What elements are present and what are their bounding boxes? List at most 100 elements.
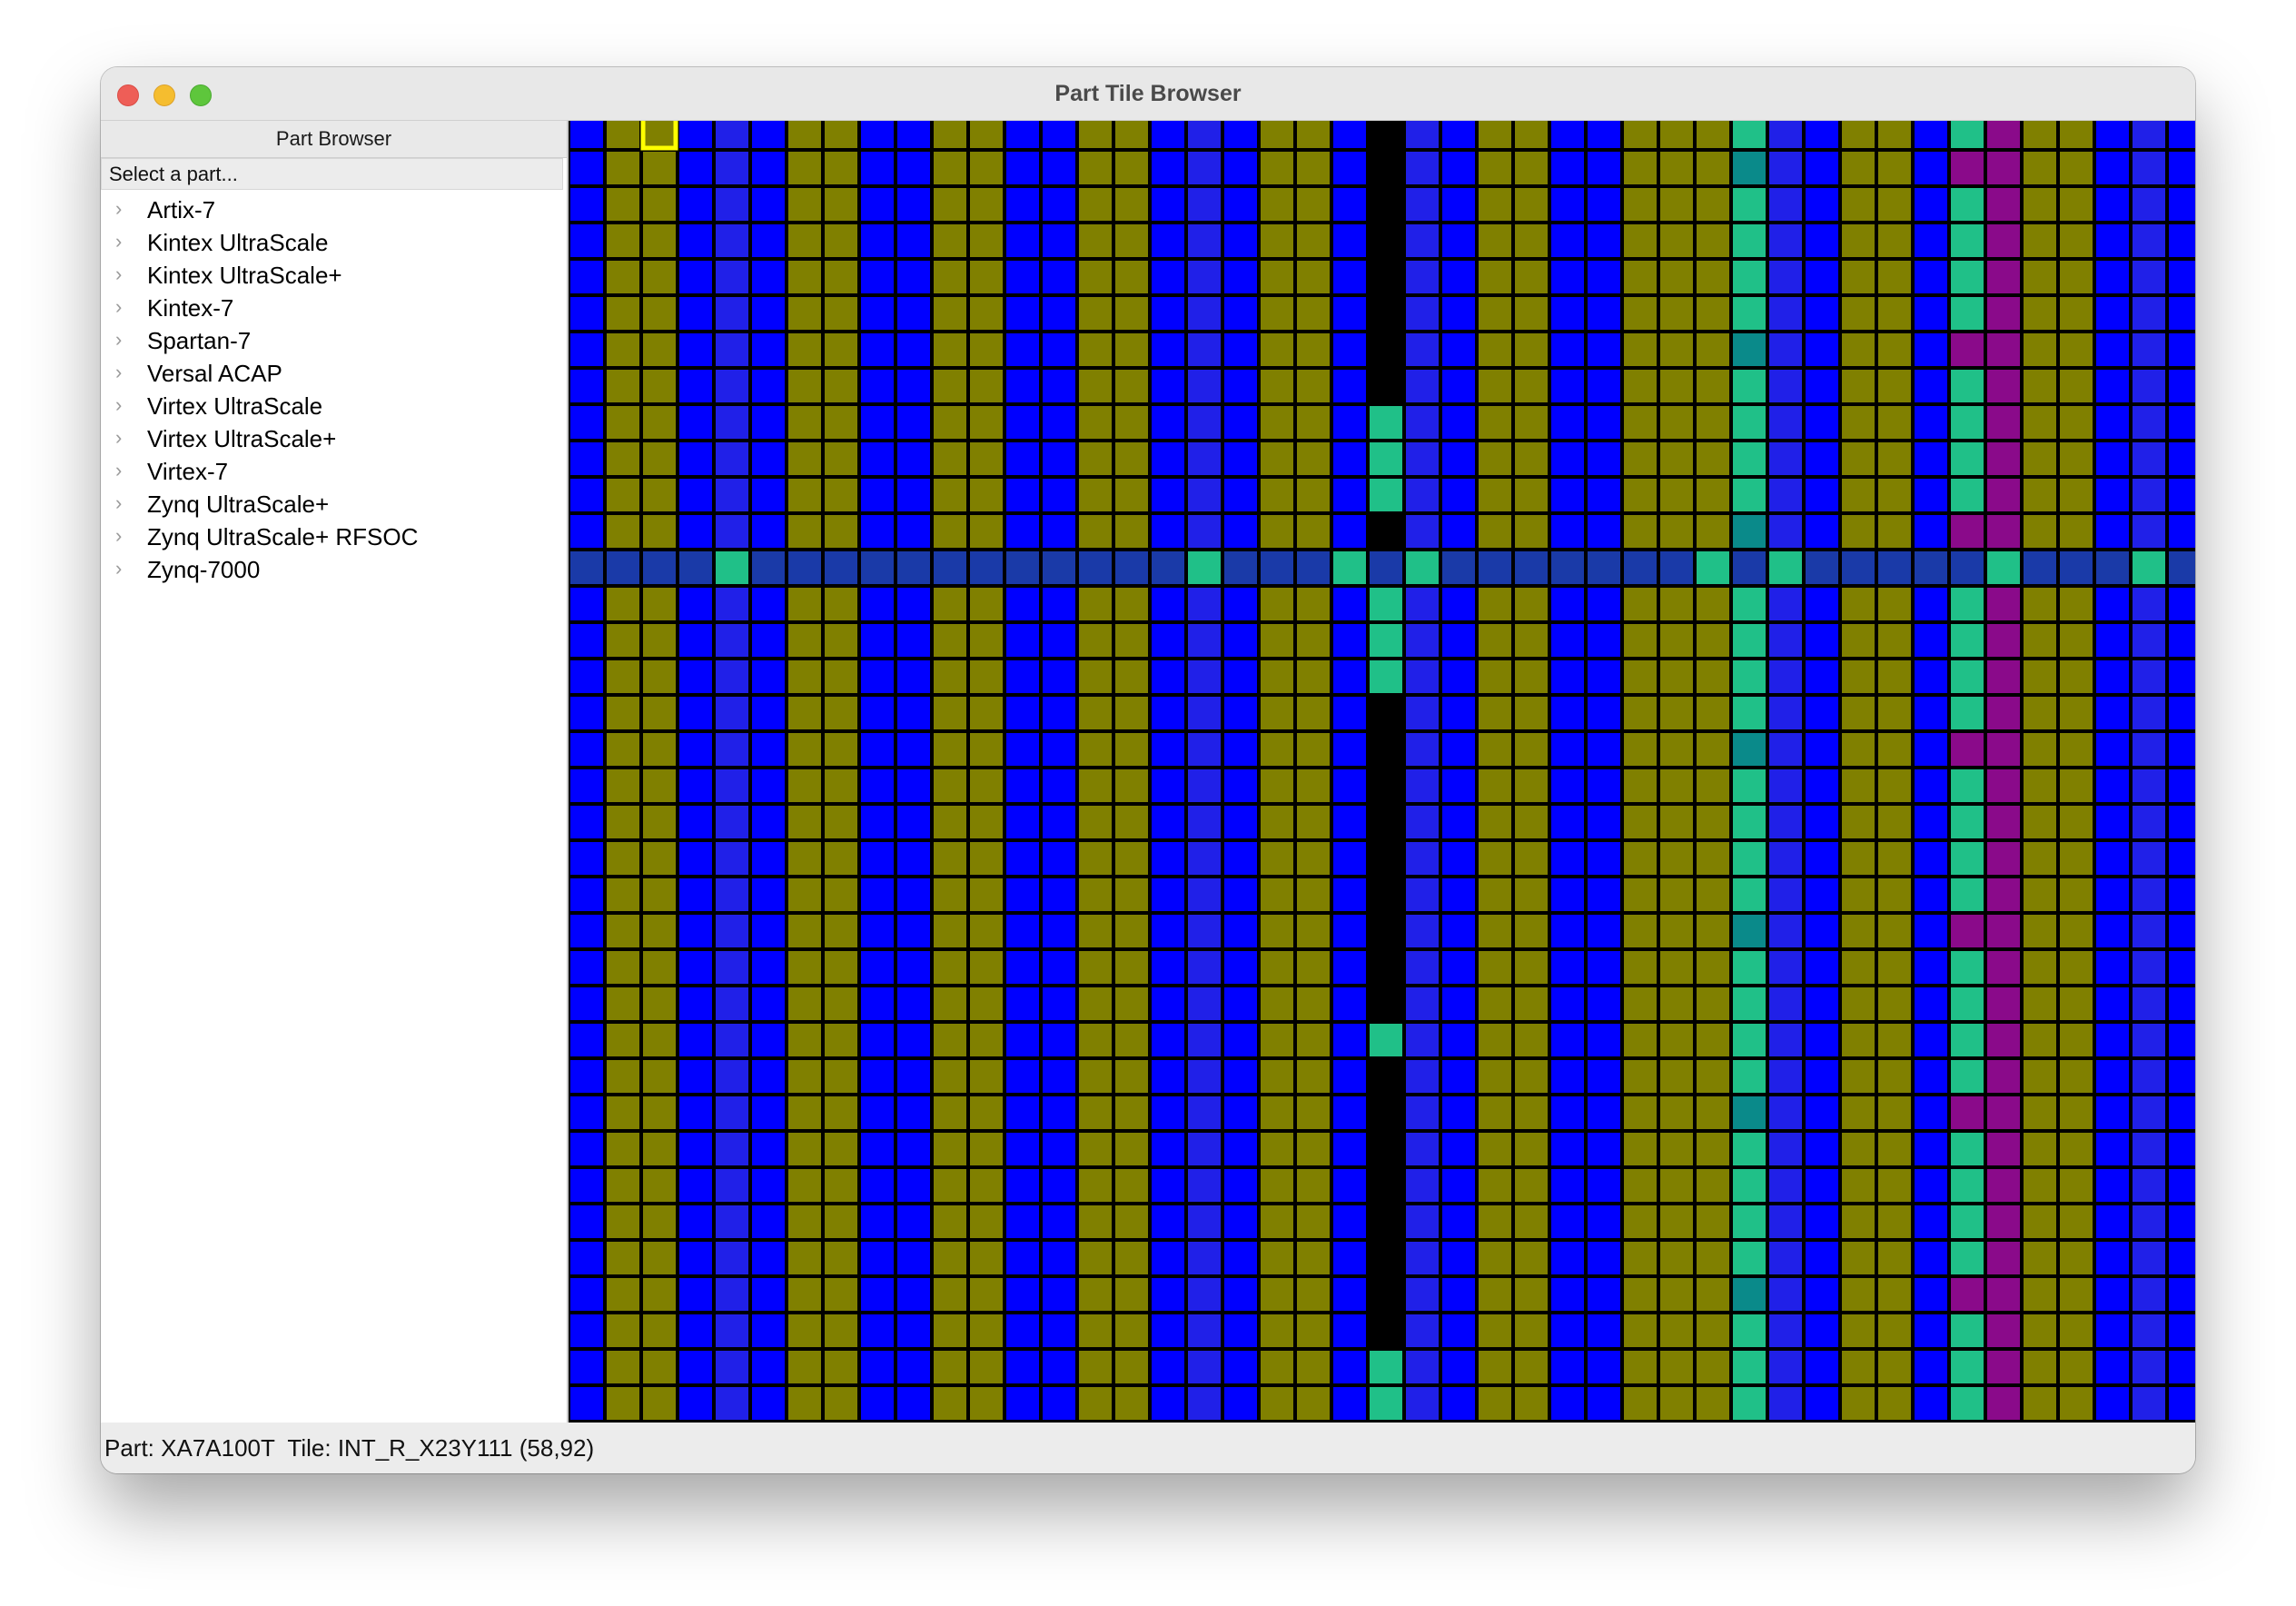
tile[interactable] (1261, 1351, 1293, 1383)
tile[interactable] (1915, 878, 1947, 911)
tile[interactable] (1878, 1169, 1911, 1202)
tile[interactable] (2060, 624, 2093, 657)
tile[interactable] (1479, 1314, 1511, 1347)
tile[interactable] (1915, 769, 1947, 802)
tile[interactable] (1115, 152, 1148, 184)
tile[interactable] (2024, 224, 2056, 257)
tile[interactable] (897, 806, 930, 838)
tile[interactable] (1697, 406, 1729, 439)
tile[interactable] (934, 660, 966, 693)
tile[interactable] (1188, 1133, 1221, 1165)
tile[interactable] (2096, 733, 2129, 766)
tile[interactable] (643, 224, 676, 257)
tile[interactable] (788, 1096, 821, 1129)
tile[interactable] (752, 121, 785, 148)
tile[interactable] (1806, 442, 1838, 475)
tile[interactable] (1333, 551, 1366, 584)
tile[interactable] (1479, 1133, 1511, 1165)
tile[interactable] (1333, 878, 1366, 911)
tile[interactable] (1551, 1133, 1584, 1165)
tile[interactable] (1987, 1205, 2020, 1238)
tile[interactable] (679, 442, 712, 475)
tile[interactable] (1333, 333, 1366, 366)
tile[interactable] (1406, 660, 1439, 693)
tile[interactable] (788, 188, 821, 221)
tile[interactable] (2133, 806, 2165, 838)
tile[interactable] (934, 406, 966, 439)
chevron-right-icon[interactable]: › (115, 459, 123, 481)
tile[interactable] (1842, 624, 1875, 657)
tile[interactable] (1624, 1060, 1657, 1093)
tile[interactable] (1442, 1351, 1475, 1383)
tile[interactable] (2060, 370, 2093, 402)
tile[interactable] (1624, 121, 1657, 148)
tile[interactable] (1006, 951, 1039, 984)
tile[interactable] (607, 697, 639, 729)
tile[interactable] (897, 1096, 930, 1129)
tile[interactable] (1224, 842, 1257, 875)
tile[interactable] (788, 152, 821, 184)
tile[interactable] (1224, 624, 1257, 657)
tile[interactable] (1188, 624, 1221, 657)
tile[interactable] (1333, 188, 1366, 221)
tile[interactable] (1697, 370, 1729, 402)
tile[interactable] (1806, 915, 1838, 947)
tile[interactable] (1479, 1096, 1511, 1129)
tile[interactable] (825, 1242, 857, 1274)
tile[interactable] (1842, 1242, 1875, 1274)
tile[interactable] (1297, 152, 1330, 184)
tile[interactable] (1987, 733, 2020, 766)
tile[interactable] (1370, 951, 1402, 984)
tile[interactable] (970, 479, 1003, 511)
tile[interactable] (934, 1169, 966, 1202)
tile[interactable] (1697, 588, 1729, 620)
tile[interactable] (1915, 1242, 1947, 1274)
tile[interactable] (2096, 479, 2129, 511)
tile[interactable] (2096, 660, 2129, 693)
tile[interactable] (1224, 1096, 1257, 1129)
tile[interactable] (752, 1060, 785, 1093)
tile[interactable] (1115, 551, 1148, 584)
tile[interactable] (1987, 915, 2020, 947)
tile[interactable] (2133, 588, 2165, 620)
tile[interactable] (716, 1205, 748, 1238)
tile[interactable] (643, 152, 676, 184)
tile[interactable] (1660, 624, 1693, 657)
tile[interactable] (1624, 987, 1657, 1020)
tile[interactable] (1624, 660, 1657, 693)
tile[interactable] (1697, 842, 1729, 875)
tile[interactable] (1515, 515, 1548, 548)
tile[interactable] (2133, 1060, 2165, 1093)
tile[interactable] (1297, 406, 1330, 439)
tile[interactable] (970, 1169, 1003, 1202)
tile[interactable] (1297, 842, 1330, 875)
tile[interactable] (1806, 1314, 1838, 1347)
tile[interactable] (2096, 624, 2129, 657)
tile[interactable] (1806, 1242, 1838, 1274)
tile[interactable] (1806, 1133, 1838, 1165)
tile[interactable] (2133, 624, 2165, 657)
tile[interactable] (934, 188, 966, 221)
tile[interactable] (607, 152, 639, 184)
tile[interactable] (1915, 406, 1947, 439)
tile[interactable] (861, 297, 894, 330)
tile[interactable] (2060, 1096, 2093, 1129)
tile[interactable] (1261, 1278, 1293, 1311)
tile[interactable] (1915, 121, 1947, 148)
tile[interactable] (1660, 261, 1693, 293)
tile[interactable] (2024, 660, 2056, 693)
tile[interactable] (1333, 261, 1366, 293)
tile[interactable] (1588, 842, 1620, 875)
tile[interactable] (1479, 224, 1511, 257)
tile[interactable] (1006, 406, 1039, 439)
tile[interactable] (825, 806, 857, 838)
tile[interactable] (1987, 1387, 2020, 1420)
tile[interactable] (1479, 1205, 1511, 1238)
tile[interactable] (2169, 297, 2195, 330)
tile[interactable] (1551, 551, 1584, 584)
tile[interactable] (897, 1314, 930, 1347)
tile[interactable] (825, 1387, 857, 1420)
tile[interactable] (1551, 660, 1584, 693)
tile[interactable] (2096, 333, 2129, 366)
tile[interactable] (1188, 333, 1221, 366)
